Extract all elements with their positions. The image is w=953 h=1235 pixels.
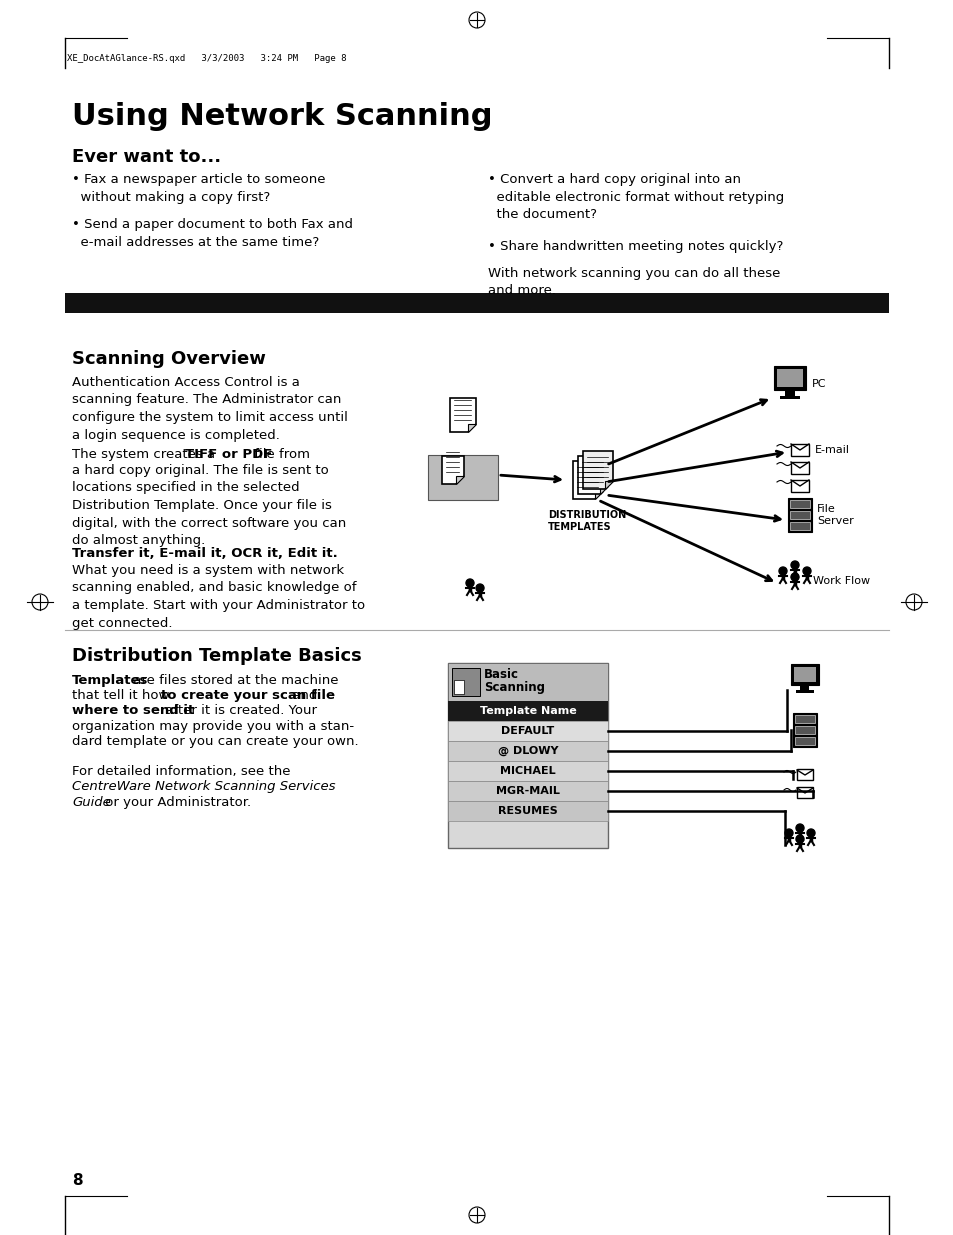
Text: DEFAULT: DEFAULT xyxy=(501,726,554,736)
Bar xyxy=(448,701,607,721)
Text: CentreWare Network Scanning Services: CentreWare Network Scanning Services xyxy=(71,781,335,793)
Bar xyxy=(794,737,814,745)
Text: are files stored at the machine: are files stored at the machine xyxy=(129,674,338,687)
Circle shape xyxy=(784,829,792,837)
Text: MGR-MAIL: MGR-MAIL xyxy=(496,785,559,797)
Bar xyxy=(794,715,814,722)
Polygon shape xyxy=(595,492,602,499)
Polygon shape xyxy=(582,451,613,489)
Bar xyxy=(796,787,812,798)
Bar xyxy=(773,366,805,390)
Circle shape xyxy=(802,567,810,576)
Text: Scanning: Scanning xyxy=(483,680,544,694)
Polygon shape xyxy=(599,487,607,494)
Bar xyxy=(454,680,463,694)
Polygon shape xyxy=(573,461,602,499)
Text: • Fax a newspaper article to someone
  without making a copy first?: • Fax a newspaper article to someone wit… xyxy=(71,173,325,204)
Text: to create your scan file: to create your scan file xyxy=(161,689,335,703)
Text: @ DLOWY: @ DLOWY xyxy=(497,746,558,756)
Bar xyxy=(448,781,607,802)
Text: a hard copy original. The file is sent to
locations specified in the selected
Di: a hard copy original. The file is sent t… xyxy=(71,464,346,547)
Text: Using Network Scanning: Using Network Scanning xyxy=(71,103,492,131)
Bar xyxy=(800,685,809,690)
Text: Scanning Overview: Scanning Overview xyxy=(71,350,266,368)
Text: DISTRIBUTION
TEMPLATES: DISTRIBUTION TEMPLATES xyxy=(547,510,625,531)
Text: The system creates a: The system creates a xyxy=(71,448,219,461)
Text: TIFF or PDF: TIFF or PDF xyxy=(185,448,273,461)
Text: Distribution Template Basics: Distribution Template Basics xyxy=(71,647,361,664)
Bar xyxy=(448,721,607,741)
Circle shape xyxy=(806,829,814,837)
Polygon shape xyxy=(578,456,607,494)
Text: dard template or you can create your own.: dard template or you can create your own… xyxy=(71,735,358,748)
Bar xyxy=(448,663,607,701)
Bar xyxy=(776,369,802,387)
Text: where to send it: where to send it xyxy=(71,704,194,718)
Text: organization may provide you with a stan-: organization may provide you with a stan… xyxy=(71,720,354,732)
Text: after it is created. Your: after it is created. Your xyxy=(161,704,316,718)
Text: Templates: Templates xyxy=(71,674,149,687)
Bar xyxy=(448,741,607,761)
Polygon shape xyxy=(450,398,476,432)
Text: • Convert a hard copy original into an
  editable electronic format without rety: • Convert a hard copy original into an e… xyxy=(488,173,783,221)
Bar xyxy=(796,769,812,781)
Text: For detailed information, see the: For detailed information, see the xyxy=(71,766,291,778)
Bar xyxy=(448,802,607,821)
Text: • Send a paper document to both Fax and
  e-mail addresses at the same time?: • Send a paper document to both Fax and … xyxy=(71,219,353,248)
Circle shape xyxy=(790,561,799,569)
Text: Work Flow: Work Flow xyxy=(812,576,869,585)
Bar xyxy=(784,390,794,396)
Polygon shape xyxy=(468,424,476,432)
Text: File
Server: File Server xyxy=(816,504,853,526)
Circle shape xyxy=(795,835,803,844)
Bar xyxy=(789,522,809,530)
Bar xyxy=(794,726,814,734)
Circle shape xyxy=(790,573,799,580)
Bar xyxy=(790,462,808,474)
Text: • Share handwritten meeting notes quickly?: • Share handwritten meeting notes quickl… xyxy=(488,240,782,253)
Text: RESUMES: RESUMES xyxy=(497,806,558,816)
Bar xyxy=(789,511,809,519)
Bar xyxy=(792,713,816,747)
Bar xyxy=(789,500,809,508)
Bar xyxy=(787,498,811,532)
Polygon shape xyxy=(456,475,463,484)
Text: file from: file from xyxy=(250,448,310,461)
Bar xyxy=(790,480,808,492)
Text: Template Name: Template Name xyxy=(479,706,576,716)
Bar xyxy=(428,454,497,500)
Text: 8: 8 xyxy=(71,1173,83,1188)
Text: Transfer it, E-mail it, OCR it, Edit it.: Transfer it, E-mail it, OCR it, Edit it. xyxy=(71,547,337,559)
Text: that tell it how: that tell it how xyxy=(71,689,173,703)
Polygon shape xyxy=(441,456,463,484)
Text: What you need is a system with network
scanning enabled, and basic knowledge of
: What you need is a system with network s… xyxy=(71,564,365,630)
Bar xyxy=(790,445,808,456)
Polygon shape xyxy=(604,480,613,489)
Text: or your Administrator.: or your Administrator. xyxy=(101,795,251,809)
Bar xyxy=(793,667,815,682)
Text: E-mail: E-mail xyxy=(814,445,849,454)
Bar xyxy=(452,668,479,697)
Bar xyxy=(65,293,888,312)
Bar xyxy=(790,664,818,685)
Circle shape xyxy=(476,584,483,592)
Circle shape xyxy=(795,824,803,832)
Bar xyxy=(448,663,607,848)
Text: XE_DocAtAGlance-RS.qxd   3/3/2003   3:24 PM   Page 8: XE_DocAtAGlance-RS.qxd 3/3/2003 3:24 PM … xyxy=(67,54,346,63)
Text: Basic: Basic xyxy=(483,668,518,680)
Text: and: and xyxy=(288,689,317,703)
Text: Ever want to...: Ever want to... xyxy=(71,148,221,165)
Text: Guide: Guide xyxy=(71,795,111,809)
Circle shape xyxy=(779,567,786,576)
Text: MICHAEL: MICHAEL xyxy=(499,766,556,776)
Bar xyxy=(780,396,800,399)
Bar xyxy=(448,761,607,781)
Text: With network scanning you can do all these
and more.: With network scanning you can do all the… xyxy=(488,267,780,298)
Circle shape xyxy=(465,579,474,587)
Bar xyxy=(795,690,813,693)
Text: PC: PC xyxy=(811,379,825,389)
Text: Authentication Access Control is a
scanning feature. The Administrator can
confi: Authentication Access Control is a scann… xyxy=(71,375,348,441)
